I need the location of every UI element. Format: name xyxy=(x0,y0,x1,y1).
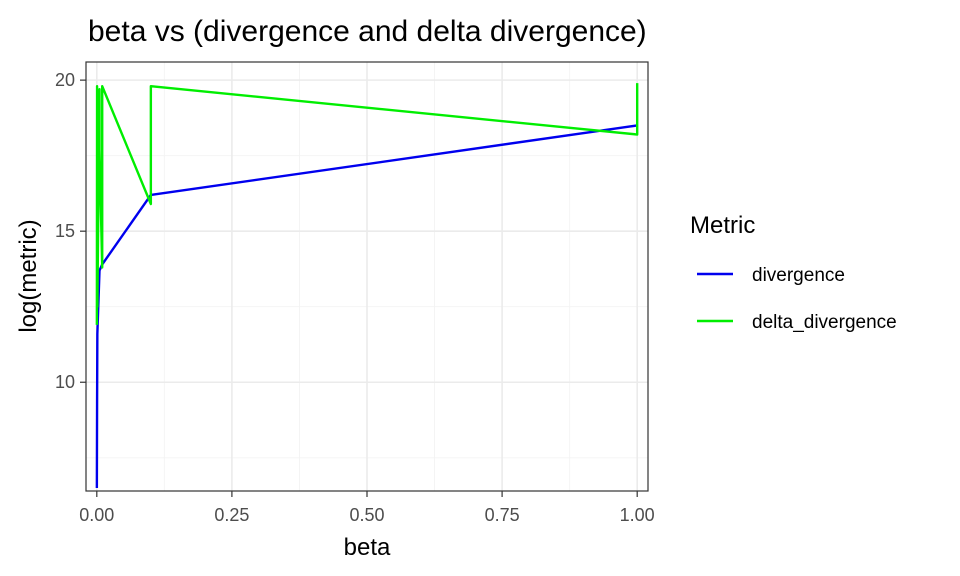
legend: Metric divergence delta_divergence xyxy=(690,212,897,333)
x-tick-label: 0.00 xyxy=(79,505,114,525)
y-axis-title: log(metric) xyxy=(15,219,42,332)
x-axis-title: beta xyxy=(344,534,391,561)
legend-title: Metric xyxy=(690,212,755,239)
series-lines xyxy=(95,83,639,488)
legend-label-delta-divergence: delta_divergence xyxy=(752,312,897,333)
y-tick-label: 15 xyxy=(55,221,75,241)
legend-items: divergence delta_divergence xyxy=(697,265,897,333)
axes: 0.00 0.25 0.50 0.75 1.00 10 15 20 xyxy=(55,70,655,525)
x-tick-label: 0.25 xyxy=(214,505,249,525)
x-tick-label: 1.00 xyxy=(620,505,655,525)
y-tick-label: 10 xyxy=(55,372,75,392)
legend-label-divergence: divergence xyxy=(752,265,845,286)
y-tick-label: 20 xyxy=(55,70,75,90)
x-tick-label: 0.75 xyxy=(485,505,520,525)
x-tick-label: 0.50 xyxy=(349,505,384,525)
chart-title: beta vs (divergence and delta divergence… xyxy=(88,15,647,48)
series-line-delta-divergence xyxy=(95,83,639,325)
